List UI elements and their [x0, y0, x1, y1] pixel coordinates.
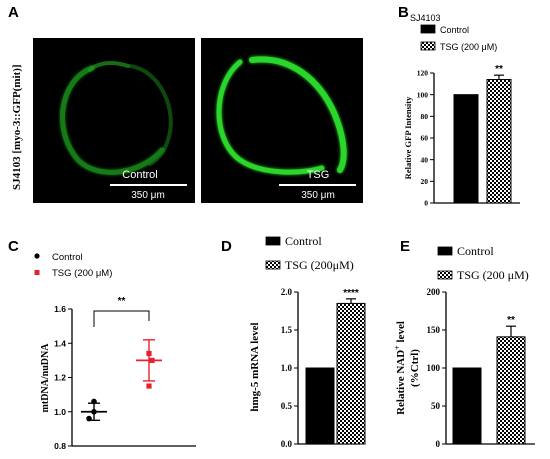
y-tick-label: 0.0: [281, 439, 293, 449]
legend-label: TSG (200 μM): [457, 268, 529, 282]
chart-e: 0 50 100 150 200 ** Control TSG (200 μM) Relativ…: [393, 244, 535, 449]
significance-label: **: [495, 64, 503, 75]
y-tick-label: 100: [427, 363, 441, 373]
y-axis-label-line2: (%Ctrl): [409, 349, 421, 387]
y-axis-label: Relative GFP Intensity: [403, 96, 413, 179]
legend-swatch: [437, 270, 453, 280]
significance-label: **: [118, 296, 126, 307]
y-tick-label: 120: [417, 69, 429, 78]
y-axis-label: hmg-5 mRNA level: [249, 322, 261, 411]
scale-bar-tsg-text: 350 μm: [301, 190, 335, 201]
legend-label: Control: [285, 234, 322, 248]
y-tick-label: 1.4: [54, 338, 66, 348]
significance-label: ****: [343, 288, 359, 299]
legend-label: TSG (200 μM): [52, 268, 112, 279]
y-tick-label: 1.2: [54, 373, 66, 383]
y-axis-label-tail: level: [395, 321, 407, 345]
y-tick-label: 20: [421, 177, 429, 186]
scale-bar-control-text: 350 μm: [131, 190, 165, 201]
bar-tsg: [496, 336, 526, 445]
micrograph-control: Control 350 μm: [33, 38, 195, 203]
panel-a-strain-label: SJ4103 [myo-3::GFP(mit)]: [11, 64, 23, 190]
micrograph-control-label: Control: [122, 169, 157, 181]
scale-bar-tsg: [279, 184, 356, 186]
data-point-control: [91, 398, 97, 405]
significance-bracket: [93, 310, 150, 327]
legend-marker-tsg: [34, 270, 40, 275]
legend-swatch: [420, 41, 436, 51]
y-tick-label: 200: [427, 287, 441, 297]
y-tick-label: 1.5: [281, 325, 293, 335]
y-tick-label: 100: [417, 90, 429, 99]
y-tick-label: 1.0: [281, 363, 293, 373]
y-tick-label: 0: [436, 439, 441, 449]
data-point-control: [86, 415, 92, 422]
micrograph-tsg-label: TSG: [307, 169, 330, 181]
legend-swatch: [437, 246, 453, 256]
y-tick-label: 1.6: [54, 304, 66, 314]
y-tick-label: 40: [421, 155, 429, 164]
bar-control: [452, 367, 482, 445]
y-tick-label: 0: [424, 199, 428, 208]
y-axis-label: mtDNA/nuDNA: [40, 343, 51, 413]
y-tick-label: 1.0: [54, 407, 66, 417]
y-tick-label: 80: [421, 112, 429, 121]
y-axis-label-main: Relative NAD: [395, 350, 407, 415]
panel-c-letter: C: [8, 238, 19, 255]
data-point-tsg: [149, 357, 155, 363]
data-point-tsg: [146, 383, 152, 389]
legend-label: TSG (200μM): [285, 258, 354, 272]
y-tick-label: 50: [431, 401, 441, 411]
scale-bar-control: [110, 184, 187, 186]
bar-control: [453, 94, 479, 204]
chart-b: 0 20 40 60 80 100 120 ** Control TSG (200 μM) Rela…: [403, 24, 520, 208]
panel-e-letter: E: [400, 238, 410, 255]
bar-tsg: [486, 79, 512, 204]
legend-label: Control: [440, 25, 469, 35]
bar-tsg: [336, 302, 366, 445]
y-tick-label: 60: [421, 134, 429, 143]
y-axis-label-line1: Relative NAD+ level: [393, 321, 408, 415]
panel-a-letter: A: [8, 4, 19, 21]
significance-label: **: [507, 315, 515, 326]
chart-d: 0.0 0.5 1.0 1.5 2.0 **** Control TSG (200μM) hmg…: [249, 234, 366, 449]
panel-d-letter: D: [221, 238, 232, 255]
legend-label: Control: [52, 252, 83, 263]
panel-b-strain: SJ4103: [410, 13, 441, 23]
y-tick-label: 2.0: [281, 287, 293, 297]
y-axis-label-sup: +: [393, 345, 402, 350]
legend-swatch: [265, 236, 281, 246]
legend-marker-control: [34, 253, 40, 259]
panel-b-letter: B: [398, 4, 409, 21]
data-point-tsg: [146, 350, 152, 357]
micrograph-tsg: TSG 350 μm: [201, 38, 363, 203]
legend-label: TSG (200 μM): [440, 42, 497, 52]
y-tick-label: 0.8: [54, 441, 66, 451]
legend-label: Control: [457, 244, 494, 258]
data-point-control: [91, 408, 97, 415]
chart-c: 0.8 1.0 1.2 1.4 1.6 mtDNA/nuDNA ** Control TSG (…: [34, 252, 196, 451]
legend-swatch: [420, 24, 436, 34]
y-tick-label: 150: [427, 325, 441, 335]
y-tick-label: 0.5: [281, 401, 293, 411]
bar-control: [305, 367, 335, 445]
legend-swatch: [265, 260, 281, 270]
